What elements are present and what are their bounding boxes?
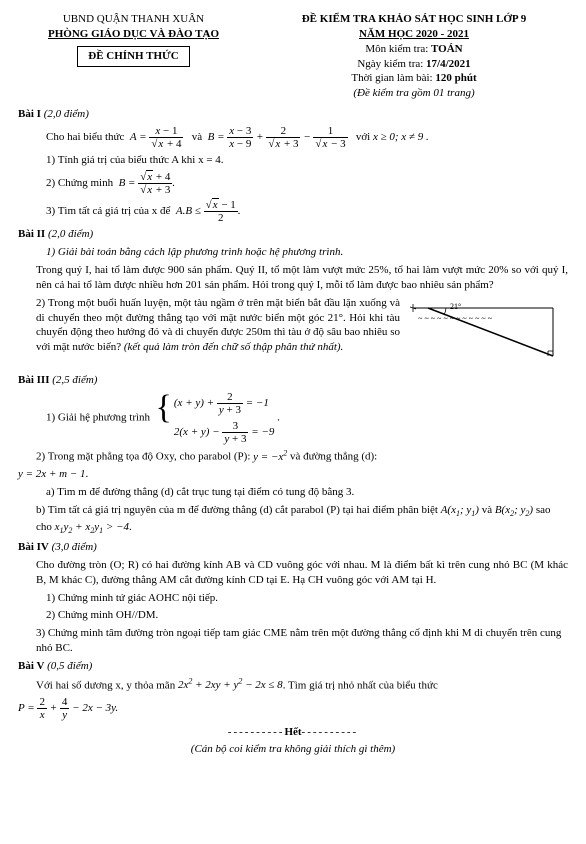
exam-title: ĐỀ KIỂM TRA KHẢO SÁT HỌC SINH LỚP 9: [260, 12, 568, 27]
header: UBND QUẬN THANH XUÂN PHÒNG GIÁO DỤC VÀ Đ…: [18, 12, 568, 101]
bai5-heading: Bài V (0,5 điểm): [18, 659, 568, 674]
submarine-diagram: ~ ~ ~ ~ ~ ~ ~ ~ ~ ~ ~ ~ 21°: [408, 296, 568, 366]
bai2-sub1: 1) Giải bài toán bằng cách lập phương tr…: [46, 245, 568, 260]
bai1-q2: 2) Chứng minh B = √x + 4√x + 3.: [46, 171, 568, 196]
bai1-intro: Cho hai biểu thức A = x − 1√x + 4 và B =…: [46, 125, 568, 150]
bai4-q1: 1) Chứng minh tứ giác AOHC nội tiếp.: [46, 591, 568, 606]
bai3-q2-line2: y = 2x + m − 1.: [18, 467, 568, 482]
org-line2: PHÒNG GIÁO DỤC VÀ ĐÀO TẠO: [18, 27, 249, 42]
header-left: UBND QUẬN THANH XUÂN PHÒNG GIÁO DỤC VÀ Đ…: [18, 12, 249, 101]
exam-note: (Đề kiểm tra gồm 01 trang): [260, 86, 568, 101]
bai4-heading: Bài IV (3,0 điểm): [18, 540, 568, 555]
bai3-heading: Bài III (2,5 điểm): [18, 373, 568, 388]
header-right: ĐỀ KIỂM TRA KHẢO SÁT HỌC SINH LỚP 9 NĂM …: [260, 12, 568, 101]
bai3-q2a: a) Tìm m để đường thẳng (d) cắt trục tun…: [46, 485, 568, 500]
official-box: ĐỀ CHÍNH THỨC: [77, 46, 189, 67]
bai4-q3: 3) Chứng minh tâm đường tròn ngoại tiếp …: [36, 626, 568, 656]
bai3-q1: 1) Giải hệ phương trình { (x + y) + 2y +…: [46, 391, 568, 445]
bai1-heading: Bài I (2,0 điểm): [18, 107, 568, 122]
bai3-q2b: b) Tìm tất cả giá trị nguyên của m để đư…: [36, 503, 568, 537]
exam-time: Thời gian làm bài: 120 phút: [260, 71, 568, 86]
bai4-q2: 2) Chứng minh OH//DM.: [46, 608, 568, 623]
bai2-heading: Bài II (2,0 điểm): [18, 227, 568, 242]
org-line1: UBND QUẬN THANH XUÂN: [18, 12, 249, 27]
exam-subject: Môn kiểm tra: TOÁN: [260, 42, 568, 57]
angle-label: 21°: [450, 302, 461, 311]
bai5-p1: Với hai số dương x, y thỏa mãn 2x2 + 2xy…: [36, 677, 568, 694]
bai5-p2: P = 2x + 4y − 2x − 3y.: [18, 696, 568, 721]
footer-het: ----------Hết----------: [18, 725, 568, 740]
bai1-q1: 1) Tính giá trị của biểu thức A khi x = …: [46, 153, 568, 168]
bai3-q2: 2) Trong mặt phẳng tọa độ Oxy, cho parab…: [36, 448, 568, 465]
exam-year: NĂM HỌC 2020 - 2021: [260, 27, 568, 42]
bai2-p1: Trong quý I, hai tổ làm được 900 sản phẩ…: [36, 263, 568, 293]
footer-note: (Cán bộ coi kiểm tra không giải thích gì…: [18, 742, 568, 757]
bai4-p1: Cho đường tròn (O; R) có hai đường kính …: [36, 558, 568, 588]
bai1-q3: 3) Tìm tất cả giá trị của x để A.B ≤ √x …: [46, 199, 568, 224]
exam-date: Ngày kiểm tra: 17/4/2021: [260, 57, 568, 72]
